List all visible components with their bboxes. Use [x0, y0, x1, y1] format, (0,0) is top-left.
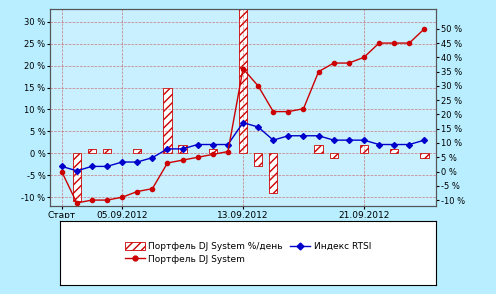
Bar	[360, 145, 368, 153]
Bar	[72, 153, 81, 201]
Bar	[133, 149, 141, 153]
Bar	[420, 153, 429, 158]
Legend: Портфель DJ System %/день, Портфель DJ System, Индекс RTSI: Портфель DJ System %/день, Портфель DJ S…	[122, 239, 374, 266]
Bar	[88, 149, 96, 153]
Bar	[179, 145, 187, 153]
Bar	[329, 153, 338, 158]
Bar	[239, 0, 247, 153]
Bar	[254, 153, 262, 166]
Bar	[269, 153, 277, 193]
Bar	[103, 149, 111, 153]
Bar	[390, 149, 398, 153]
Bar	[163, 88, 172, 153]
Bar	[314, 145, 323, 153]
Bar	[209, 149, 217, 153]
